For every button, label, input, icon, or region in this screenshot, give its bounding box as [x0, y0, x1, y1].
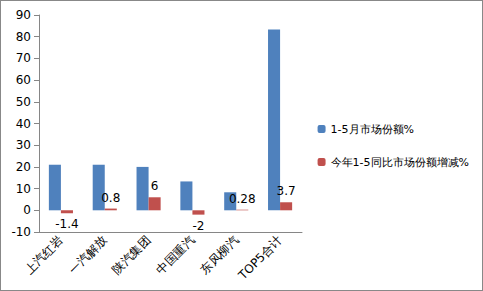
svg-text:-1.4: -1.4 — [55, 217, 78, 231]
svg-text:6: 6 — [151, 179, 159, 193]
svg-text:0.28: 0.28 — [229, 192, 256, 206]
svg-text:一汽解放: 一汽解放 — [66, 233, 110, 277]
svg-text:80: 80 — [16, 30, 31, 44]
svg-text:TOP5合计: TOP5合计 — [235, 233, 285, 283]
svg-text:中国重汽: 中国重汽 — [154, 233, 198, 277]
svg-text:20: 20 — [16, 160, 31, 174]
svg-text:90: 90 — [16, 8, 31, 22]
svg-text:30: 30 — [16, 138, 31, 152]
svg-text:50: 50 — [16, 95, 31, 109]
svg-text:-10: -10 — [11, 225, 31, 239]
svg-text:40: 40 — [16, 117, 31, 131]
svg-text:70: 70 — [16, 51, 31, 65]
svg-text:1-5月市场份额%: 1-5月市场份额% — [331, 123, 414, 136]
svg-text:0.8: 0.8 — [101, 191, 120, 205]
svg-text:3.7: 3.7 — [277, 184, 296, 198]
svg-text:陕汽集团: 陕汽集团 — [110, 233, 154, 277]
svg-text:东风柳汽: 东风柳汽 — [197, 233, 241, 277]
svg-text:-2: -2 — [192, 219, 204, 233]
svg-text:上汽红岩: 上汽红岩 — [22, 233, 66, 277]
svg-text:10: 10 — [16, 182, 31, 196]
svg-text:今年1-5同比市场份额增减%: 今年1-5同比市场份额增减% — [331, 156, 469, 169]
svg-text:60: 60 — [16, 73, 31, 87]
svg-text:0: 0 — [23, 203, 31, 217]
